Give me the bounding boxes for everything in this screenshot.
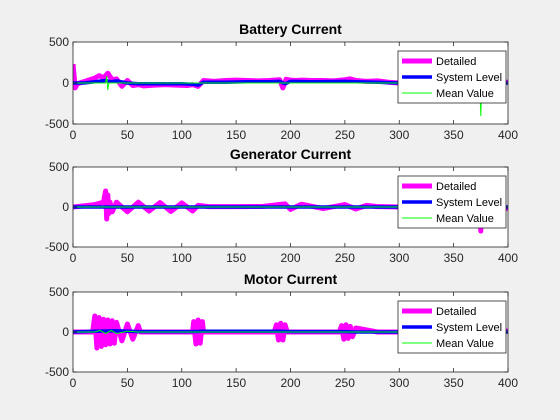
x-tick-label: 0 xyxy=(70,251,77,265)
x-tick-label: 100 xyxy=(172,376,192,390)
chart-panel-1: Battery Current 0 50 100 150 200 250 300 350 400 5… xyxy=(45,21,518,142)
legend: Detailed System Level Mean Value xyxy=(397,175,507,229)
legend-entry: Mean Value xyxy=(436,338,494,350)
x-tick-label: 50 xyxy=(121,376,135,390)
legend-entry: Detailed xyxy=(436,306,476,318)
x-tick-label: 200 xyxy=(280,128,300,142)
x-tick-label: 400 xyxy=(498,251,518,265)
y-tick-label: 0 xyxy=(62,76,69,90)
chart-title: Generator Current xyxy=(230,146,352,162)
legend-entry: Detailed xyxy=(436,56,476,68)
chart-panel-3: Motor Current 0 50 100 150 200 250 300 350 400 500… xyxy=(45,271,518,390)
x-tick-label: 400 xyxy=(498,376,518,390)
legend: Detailed System Level Mean Value xyxy=(397,300,507,354)
x-tick-label: 250 xyxy=(335,128,355,142)
legend-entry: Mean Value xyxy=(436,88,494,100)
x-tick-label: 50 xyxy=(121,128,135,142)
series-line-mean-value xyxy=(73,329,508,335)
y-tick-label: -500 xyxy=(45,240,69,254)
x-tick-label: 250 xyxy=(335,376,355,390)
x-tick-label: 200 xyxy=(280,251,300,265)
x-tick-label: 150 xyxy=(226,128,246,142)
y-tick-label: 0 xyxy=(62,325,69,339)
x-tick-label: 250 xyxy=(335,251,355,265)
series-line-system-level xyxy=(73,78,508,87)
x-tick-label: 0 xyxy=(70,128,77,142)
y-tick-label: -500 xyxy=(45,365,69,379)
y-tick-label: 500 xyxy=(49,285,69,299)
x-tick-label: 350 xyxy=(444,251,464,265)
x-tick-label: 300 xyxy=(389,376,409,390)
y-tick-label: 0 xyxy=(62,200,69,214)
legend: Detailed System Level Mean Value xyxy=(397,50,507,104)
x-tick-label: 400 xyxy=(498,128,518,142)
legend-entry: System Level xyxy=(436,72,502,84)
legend-entry: Detailed xyxy=(436,181,476,193)
x-tick-label: 300 xyxy=(389,251,409,265)
y-tick-label: -500 xyxy=(45,117,69,131)
chart-title: Battery Current xyxy=(239,21,342,37)
y-tick-label: 500 xyxy=(49,35,69,49)
legend-entry: System Level xyxy=(436,322,502,334)
chart-title: Motor Current xyxy=(244,271,338,287)
x-tick-label: 100 xyxy=(172,251,192,265)
x-tick-label: 0 xyxy=(70,376,77,390)
x-tick-label: 150 xyxy=(226,376,246,390)
chart-panel-2: Generator Current 0 50 100 150 200 250 300 350 40… xyxy=(45,146,518,265)
x-tick-label: 350 xyxy=(444,128,464,142)
y-tick-label: 500 xyxy=(49,160,69,174)
legend-entry: Mean Value xyxy=(436,213,494,225)
x-tick-label: 350 xyxy=(444,376,464,390)
legend-entry: System Level xyxy=(436,197,502,209)
x-tick-label: 200 xyxy=(280,376,300,390)
x-tick-label: 50 xyxy=(121,251,135,265)
x-tick-label: 100 xyxy=(172,128,192,142)
x-tick-label: 300 xyxy=(389,128,409,142)
x-tick-label: 150 xyxy=(226,251,246,265)
